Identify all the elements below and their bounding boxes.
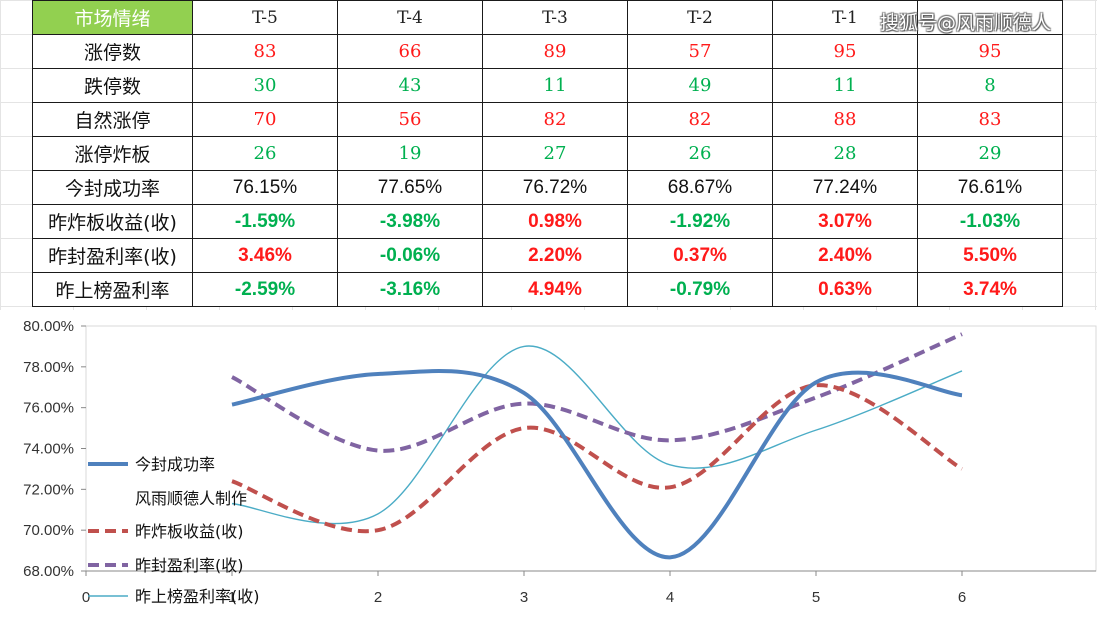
value-cell[interactable]: 56 <box>337 102 483 137</box>
value-cell[interactable]: 88 <box>772 102 918 137</box>
value-cell[interactable]: 3.07% <box>772 204 918 239</box>
value-cell[interactable]: 76.72% <box>482 170 628 205</box>
value-cell[interactable]: -3.98% <box>337 204 483 239</box>
table-row: 昨炸板收益(收) -1.59% -3.98% 0.98% -1.92% 3.07% -1.0… <box>32 204 1063 239</box>
series-line-3 <box>231 383 964 534</box>
value-cell[interactable]: 82 <box>482 102 628 137</box>
row-label-cell[interactable]: 自然涨停 <box>32 102 193 137</box>
column-header-2[interactable]: T-4 <box>337 0 483 35</box>
column-header-1[interactable]: T-5 <box>192 0 338 35</box>
table-row: 自然涨停 70 56 82 82 88 83 <box>32 102 1063 137</box>
value-cell[interactable]: 11 <box>482 68 628 103</box>
watermark: 搜狐号@风雨顺德人 <box>880 12 1052 34</box>
x-tick-label: 0 <box>82 589 90 606</box>
value-cell[interactable]: 2.20% <box>482 238 628 273</box>
value-cell[interactable]: 57 <box>627 34 773 69</box>
column-header-3[interactable]: T-3 <box>482 0 628 35</box>
row-label-cell[interactable]: 跌停数 <box>32 68 193 103</box>
value-cell[interactable]: 68.67% <box>627 170 773 205</box>
x-tick-label: 2 <box>374 589 382 606</box>
value-cell[interactable]: 8 <box>917 68 1063 103</box>
value-cell[interactable]: 5.50% <box>917 238 1063 273</box>
value-cell[interactable]: 95 <box>917 34 1063 69</box>
value-cell[interactable]: 27 <box>482 136 628 171</box>
x-tick-label: 3 <box>520 589 528 606</box>
y-tick-label: 72.00% <box>23 481 74 498</box>
x-tick-label: 6 <box>958 589 966 606</box>
header-label-cell[interactable]: 市场情绪 <box>32 0 193 35</box>
table-header-row: 市场情绪 T-5 T-4 T-3 T-2 T-1 <box>32 0 1063 35</box>
value-cell[interactable]: 70 <box>192 102 338 137</box>
value-cell[interactable]: -0.06% <box>337 238 483 273</box>
value-cell[interactable]: 0.98% <box>482 204 628 239</box>
value-cell[interactable]: 28 <box>772 136 918 171</box>
column-header-6[interactable] <box>917 0 1063 35</box>
value-cell[interactable]: 3.46% <box>192 238 338 273</box>
row-label-cell[interactable]: 今封成功率 <box>32 170 193 205</box>
series-line-5 <box>231 345 963 525</box>
column-header-5[interactable]: T-1 <box>772 0 918 35</box>
x-tick-label: 4 <box>666 589 674 606</box>
value-cell[interactable]: 0.63% <box>772 272 918 307</box>
legend-label: 昨封盈利率(收) <box>135 556 244 575</box>
y-tick-label: 78.00% <box>23 359 74 376</box>
value-cell[interactable]: 29 <box>917 136 1063 171</box>
y-tick-label: 76.00% <box>23 400 74 417</box>
row-label-cell[interactable]: 涨停数 <box>32 34 193 69</box>
row-label-cell[interactable]: 昨封盈利率(收) <box>32 238 193 273</box>
value-cell[interactable]: 2.40% <box>772 238 918 273</box>
value-cell[interactable]: 3.74% <box>917 272 1063 307</box>
value-cell[interactable]: 26 <box>192 136 338 171</box>
value-cell[interactable]: 26 <box>627 136 773 171</box>
table-row: 跌停数 30 43 11 49 11 8 <box>32 68 1063 103</box>
table-row: 昨封盈利率(收) 3.46% -0.06% 2.20% 0.37% 2.40% 5.50% <box>32 238 1063 273</box>
y-tick-label: 70.00% <box>23 522 74 539</box>
value-cell[interactable]: 77.24% <box>772 170 918 205</box>
legend-label: 昨炸板收益(收) <box>135 522 244 541</box>
table-row: 涨停数 83 66 89 57 95 95 <box>32 34 1063 69</box>
y-tick-label: 80.00% <box>23 318 74 335</box>
value-cell[interactable]: 76.15% <box>192 170 338 205</box>
value-cell[interactable]: -2.59% <box>192 272 338 307</box>
table-row: 昨上榜盈利率 -2.59% -3.16% 4.94% -0.79% 0.63% 3.74% <box>32 272 1063 307</box>
value-cell[interactable]: -1.03% <box>917 204 1063 239</box>
row-label-cell[interactable]: 昨炸板收益(收) <box>32 204 193 239</box>
value-cell[interactable]: 77.65% <box>337 170 483 205</box>
value-cell[interactable]: -0.79% <box>627 272 773 307</box>
value-cell[interactable]: -1.92% <box>627 204 773 239</box>
value-cell[interactable]: 83 <box>192 34 338 69</box>
legend-label: 今封成功率 <box>135 455 215 474</box>
row-label-cell[interactable]: 涨停炸板 <box>32 136 193 171</box>
value-cell[interactable]: 49 <box>627 68 773 103</box>
legend-label: 昨上榜盈利率(收) <box>135 587 260 606</box>
legend-label: 风雨顺德人制作 <box>135 489 247 508</box>
table-row: 今封成功率 76.15% 77.65% 76.72% 68.67% 77.24% 76.61… <box>32 170 1063 205</box>
value-cell[interactable]: 76.61% <box>917 170 1063 205</box>
value-cell[interactable]: 0.37% <box>627 238 773 273</box>
row-label-cell[interactable]: 昨上榜盈利率 <box>32 272 193 307</box>
value-cell[interactable]: 83 <box>917 102 1063 137</box>
value-cell[interactable]: 82 <box>627 102 773 137</box>
series-line-1 <box>231 369 963 560</box>
line-chart: 68.00% 70.00% 72.00% 74.00% 76.00% 78.00% 80.0… <box>0 310 1097 626</box>
column-header-4[interactable]: T-2 <box>627 0 773 35</box>
series-line-4 <box>231 332 963 453</box>
value-cell[interactable]: 11 <box>772 68 918 103</box>
value-cell[interactable]: 43 <box>337 68 483 103</box>
x-tick-label: 1 <box>228 589 236 606</box>
chart-canvas: 68.00% 70.00% 72.00% 74.00% 76.00% 78.00% 80.0… <box>23 318 1097 606</box>
y-tick-label: 68.00% <box>23 563 74 580</box>
table-row: 涨停炸板 26 19 27 26 28 29 <box>32 136 1063 171</box>
value-cell[interactable]: 19 <box>337 136 483 171</box>
value-cell[interactable]: 89 <box>482 34 628 69</box>
y-tick-label: 74.00% <box>23 441 74 458</box>
value-cell[interactable]: -1.59% <box>192 204 338 239</box>
value-cell[interactable]: 4.94% <box>482 272 628 307</box>
x-tick-label: 5 <box>812 589 820 606</box>
value-cell[interactable]: 66 <box>337 34 483 69</box>
market-sentiment-table: 市场情绪 T-5 T-4 T-3 T-2 T-1 涨停数 83 66 89 57 95 95 跌停数 30 4… <box>32 0 1063 307</box>
value-cell[interactable]: -3.16% <box>337 272 483 307</box>
value-cell[interactable]: 95 <box>772 34 918 69</box>
value-cell[interactable]: 30 <box>192 68 338 103</box>
